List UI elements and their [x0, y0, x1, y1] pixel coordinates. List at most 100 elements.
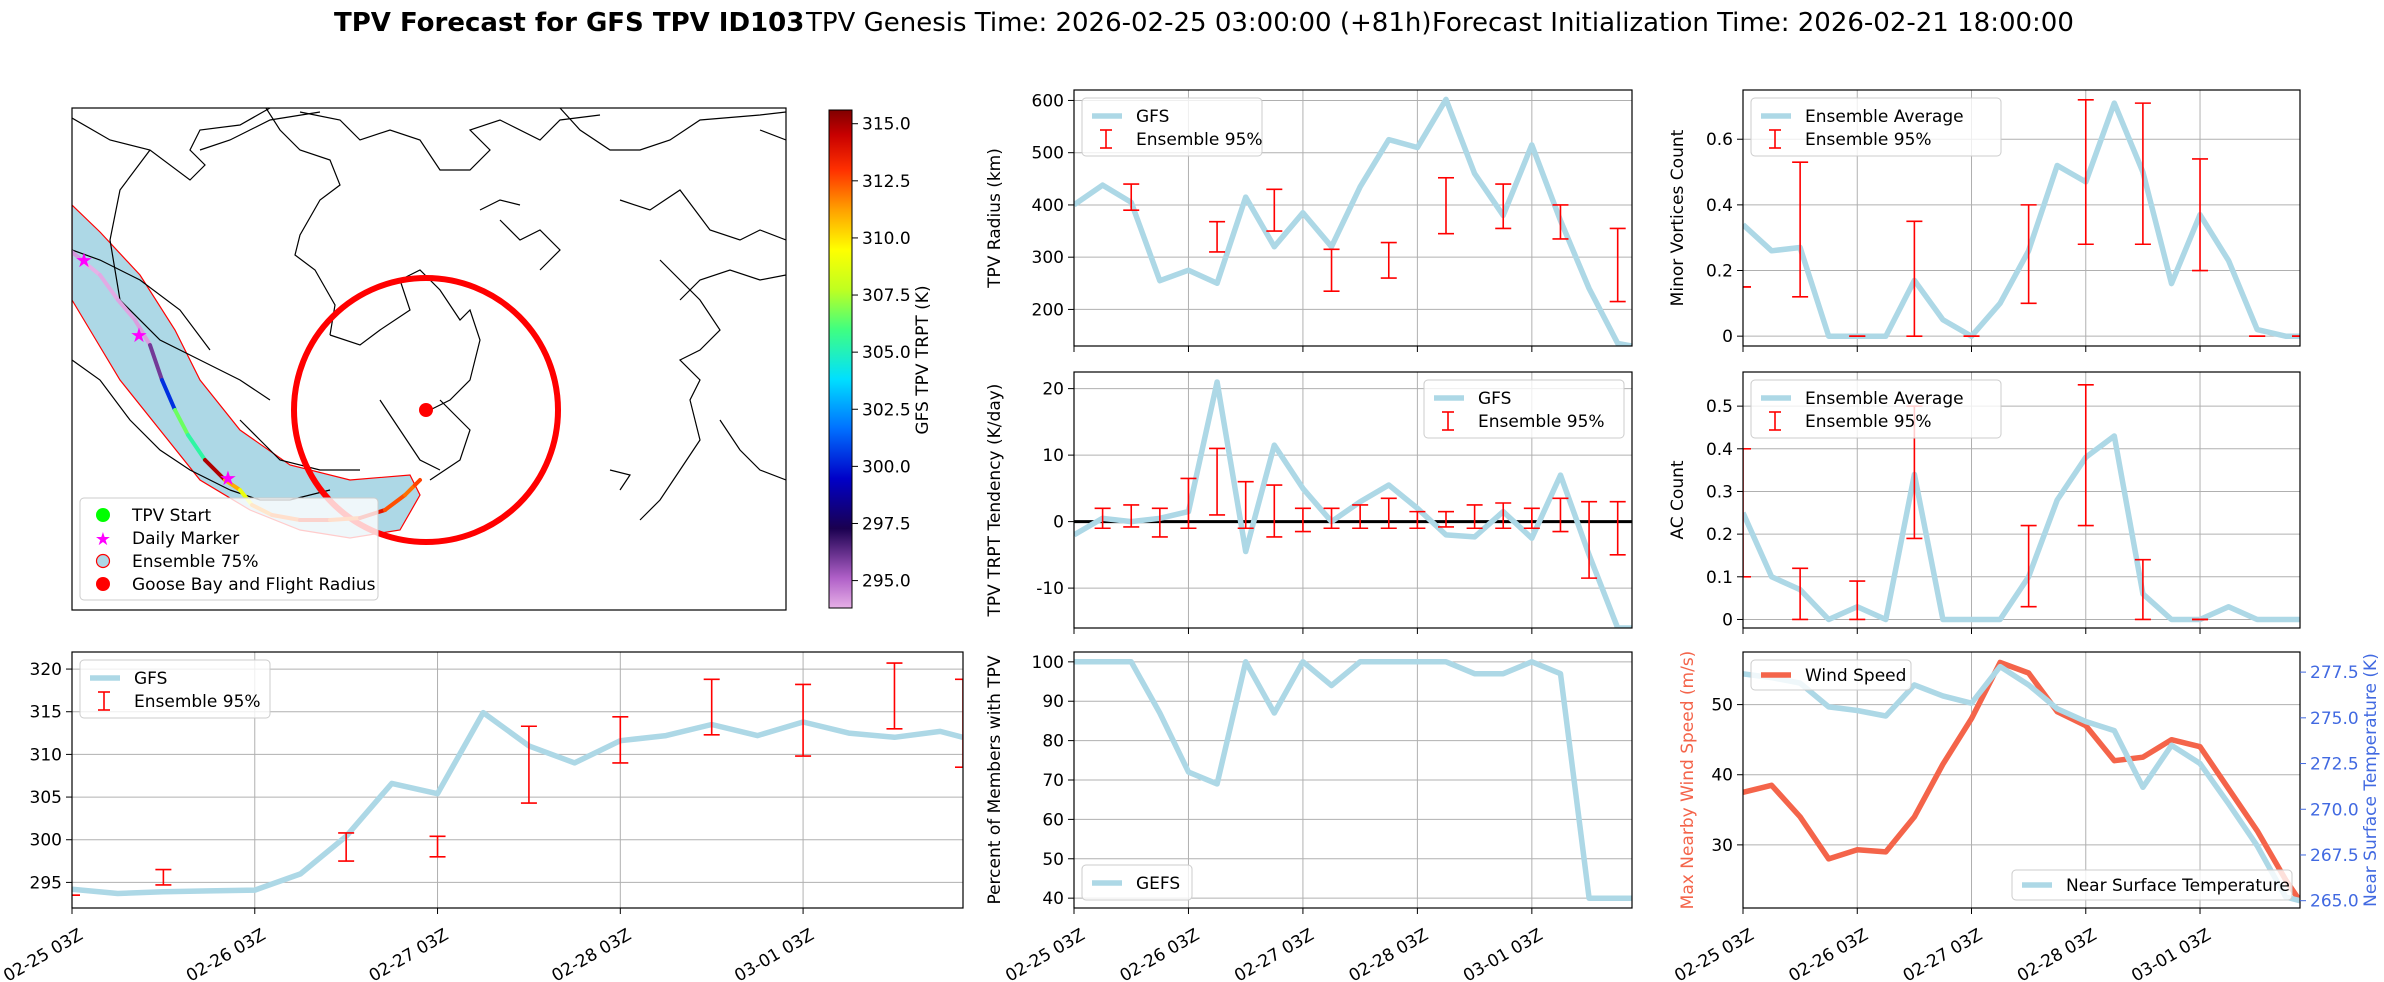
panel-ac: 0 0.1 0.2 0.3 0.4 0.5 AC Count Ensemble Average…: [1668, 371, 2301, 634]
y-tick-label: 90: [1042, 692, 1064, 712]
ensemble-75-legend-icon: [95, 553, 111, 569]
legend-box: [1423, 379, 1625, 439]
y2-tick-label: 272.5: [2310, 755, 2359, 775]
x-tick-label: 02-26 03Z: [1785, 925, 1871, 982]
x-tick-label: 02-28 03Z: [1346, 925, 1432, 982]
colorbar-tick-label: 310.0: [862, 229, 911, 249]
map-legend-label: TPV Start: [131, 506, 212, 526]
y-tick-label: 300: [1032, 248, 1064, 268]
panel-wind_temp: 30 40 50 02-25 03Z 02-26 03Z 02-27 03Z 02-28 0…: [1671, 651, 2381, 982]
colorbar-tick-label: 295.0: [862, 572, 911, 592]
map-frame: [71, 107, 787, 611]
y-tick-label: 0: [1722, 610, 1733, 630]
daily-marker: ★: [75, 248, 93, 272]
series-line-near-surface-temperature: [1743, 663, 2300, 904]
panel-tendency: -10 0 10 20 TPV TRPT Tendency (K/day) GFS Ense…: [985, 371, 1633, 634]
y-tick-label: 0.1: [1706, 568, 1733, 588]
figure-title-bold: TPV Forecast for GFS TPV ID103: [334, 8, 804, 38]
y-tick-label: 0.2: [1706, 262, 1733, 282]
figure-title-init: Forecast Initialization Time: 2026-02-21…: [1432, 8, 2074, 38]
track-segment: [203, 458, 227, 482]
legend-box: [1750, 97, 2002, 157]
track-segment: [160, 378, 177, 412]
legend-box: [1750, 379, 2002, 439]
series-line-gfs: [72, 709, 963, 897]
y2-tick-label: 275.0: [2310, 709, 2359, 729]
map-legend-label: Daily Marker: [132, 529, 239, 549]
track-segment: [133, 318, 152, 347]
plot-area: [1074, 659, 1632, 901]
x-tick-label: 03-01 03Z: [731, 925, 817, 982]
legend-label: GEFS: [1136, 874, 1180, 894]
legend-label: Near Surface Temperature: [2066, 876, 2290, 896]
y-tick-label: 80: [1042, 732, 1064, 752]
y-axis-label: Max Nearby Wind Speed (m/s): [1678, 651, 1698, 910]
legend-box: [2011, 869, 2293, 901]
y-tick-label: 50: [1711, 696, 1733, 716]
legend: GFS Ensemble 95%: [1081, 97, 1263, 157]
y-tick-label: 20: [1042, 380, 1064, 400]
y-tick-label: 310: [30, 745, 62, 765]
legend-label: GFS: [1136, 107, 1169, 127]
series-line-gfs: [1074, 96, 1632, 346]
legend-wind: Wind Speed: [1750, 659, 1912, 691]
y-tick-label: 40: [1042, 889, 1064, 909]
tpv-start-legend-icon: [96, 508, 110, 522]
panel-frame: [71, 651, 964, 909]
panel-frame: [1073, 89, 1633, 347]
y2-axis-label: Near Surface Temperature (K): [2361, 653, 2381, 907]
track-segment: [173, 408, 190, 437]
y-tick-label: 0.3: [1706, 482, 1733, 502]
y2-tick-label: 277.5: [2310, 663, 2359, 683]
y-tick-label: 295: [30, 873, 62, 893]
track-segment: [72, 250, 86, 264]
legend-label: Ensemble 95%: [1478, 412, 1605, 432]
legend-label: Ensemble Average: [1805, 107, 1964, 127]
panel-frame: [1742, 651, 2301, 909]
coastlines: [72, 108, 786, 521]
colorbar-tick-label: 307.5: [862, 286, 911, 306]
y-tick-label: 0.4: [1706, 440, 1733, 460]
flight-radius-circle: [291, 275, 561, 545]
track-segment: [383, 493, 407, 512]
y-tick-label: 320: [30, 660, 62, 680]
track-segment: [98, 273, 120, 302]
map-legend-label: Goose Bay and Flight Radius: [132, 575, 376, 595]
y-axis-label: Percent of Members with TPV: [985, 655, 1005, 904]
x-tick-label: 02-25 03Z: [1671, 925, 1757, 982]
legend-label: Ensemble 95%: [1805, 130, 1932, 150]
x-tick-label: 02-25 03Z: [1002, 925, 1088, 982]
legend-label: Ensemble 95%: [1805, 412, 1932, 432]
legend: GFS Ensemble 95%: [1423, 379, 1625, 439]
x-tick-label: 03-01 03Z: [1460, 925, 1546, 982]
legend-label: Ensemble Average: [1805, 389, 1964, 409]
legend-temp: Near Surface Temperature: [2011, 869, 2293, 901]
panel-frame: [1742, 89, 2301, 347]
y-tick-label: 200: [1032, 300, 1064, 320]
daily-marker: ★: [130, 323, 148, 347]
series-line-gfs: [1074, 379, 1632, 628]
colorbar-tick-label: 297.5: [862, 514, 911, 534]
y-tick-label: 600: [1032, 91, 1064, 111]
ensemble-75-swath: [72, 204, 421, 539]
track-segment: [116, 298, 137, 322]
x-tick-label: 02-26 03Z: [183, 925, 269, 982]
x-tick-label: 02-28 03Z: [2014, 925, 2100, 982]
legend: Ensemble Average Ensemble 95%: [1750, 379, 2002, 439]
legend: GEFS: [1081, 864, 1193, 901]
legend-box: [1081, 97, 1263, 157]
legend-label: Ensemble 95%: [1136, 130, 1263, 150]
panel-frame: [1742, 371, 2301, 629]
y-tick-label: 315: [30, 703, 62, 723]
plot-area: [72, 662, 963, 897]
panel-frame: [1073, 651, 1633, 909]
y-tick-label: 70: [1042, 771, 1064, 791]
daily-marker-legend-icon: ★: [95, 529, 111, 550]
y2-tick-label: 267.5: [2310, 846, 2359, 866]
figure-title-genesis: TPV Genesis Time: 2026-02-25 03:00:00 (+…: [805, 8, 1432, 38]
y-axis-label: TPV Radius (km): [985, 148, 1005, 289]
track-segment: [148, 343, 164, 382]
plot-area: [1074, 96, 1632, 346]
panel-minor: 0 0.2 0.4 0.6 Minor Vortices Count Ensemble A…: [1668, 89, 2301, 352]
goose-bay-legend-icon: [96, 577, 110, 591]
